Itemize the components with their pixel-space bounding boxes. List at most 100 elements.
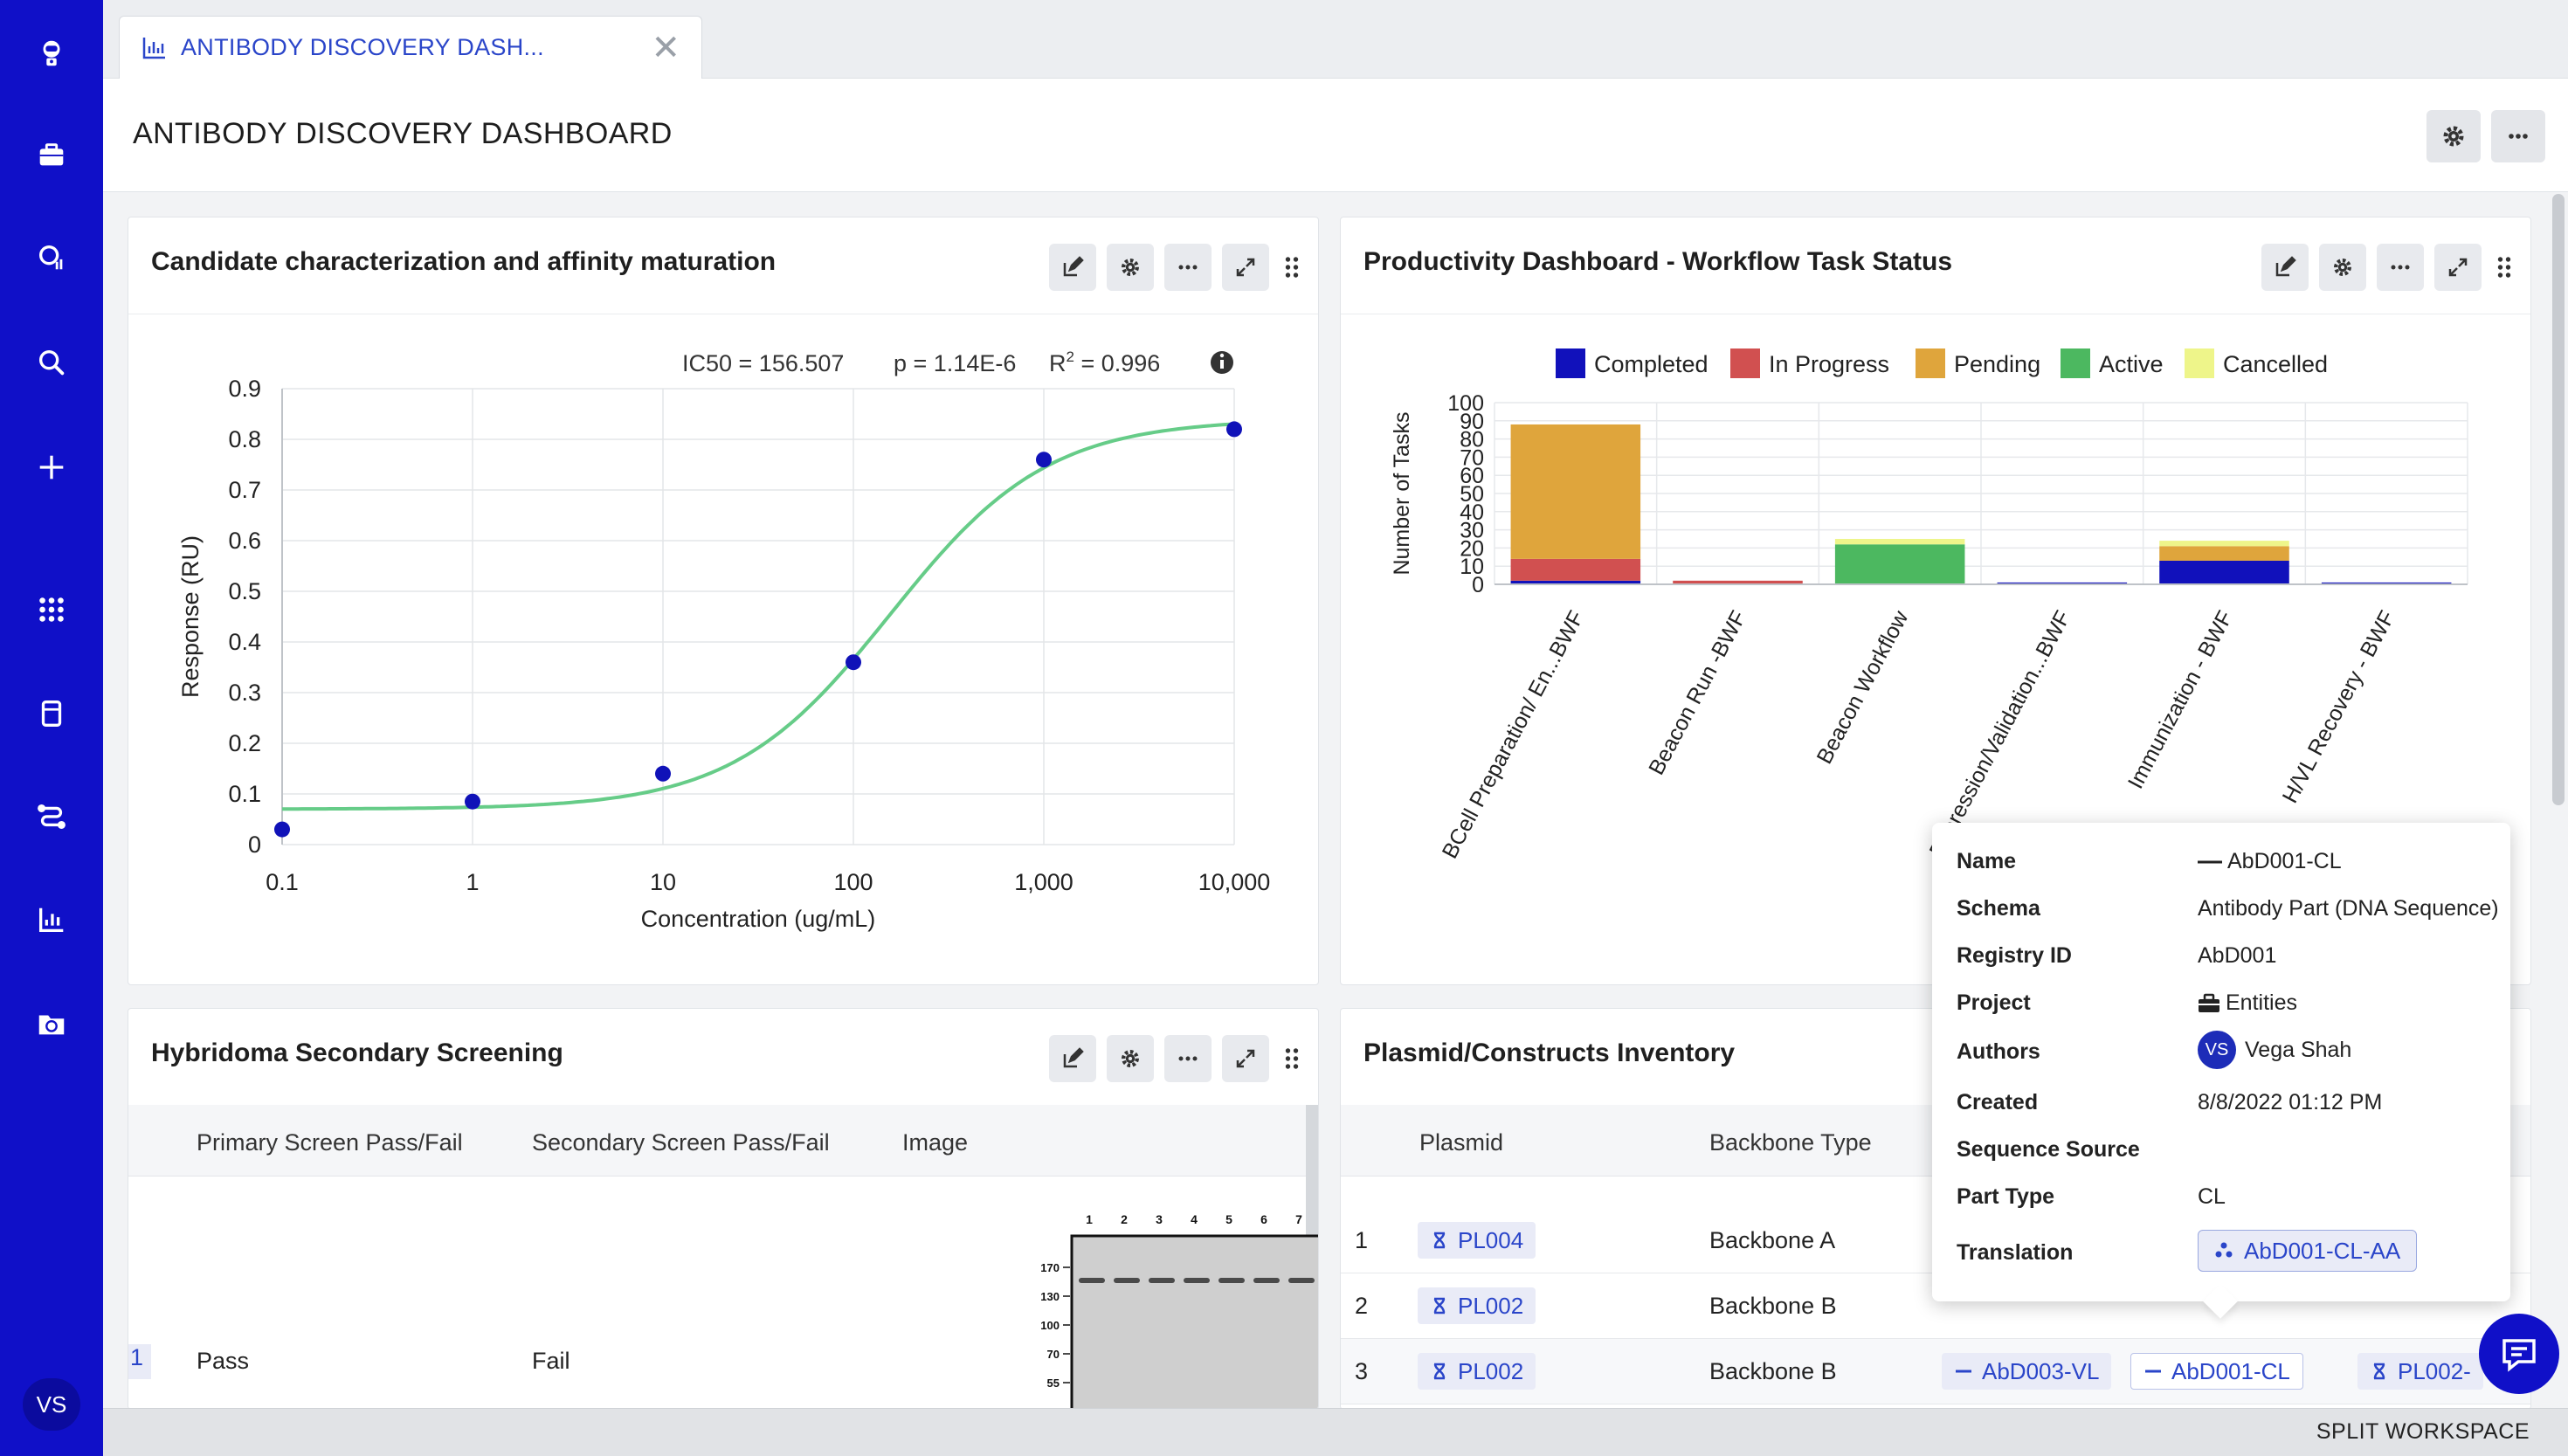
drag-handle-icon[interactable] xyxy=(1281,1045,1302,1072)
popover-row-created: Created 8/8/2022 01:12 PM xyxy=(1957,1090,2383,1114)
y-axis-label: Number of Tasks xyxy=(1390,411,1414,575)
legend-item[interactable]: Pending xyxy=(1916,348,2040,378)
user-avatar[interactable]: VS xyxy=(23,1378,80,1431)
tab-antibody-dashboard[interactable]: ANTIBODY DISCOVERY DASH... ✕ xyxy=(119,16,702,79)
legend-item[interactable]: Completed xyxy=(1556,348,1709,378)
column-plasmid[interactable]: Plasmid xyxy=(1419,1129,1504,1156)
popover-row-project: Project Entities xyxy=(1957,990,2297,1015)
legend-label: In Progress xyxy=(1769,351,1889,377)
part-chip[interactable]: AbD003-VL xyxy=(1942,1353,2112,1390)
search-analytics-icon[interactable] xyxy=(25,231,78,284)
gel-band xyxy=(1253,1278,1280,1283)
bar-segment[interactable] xyxy=(1997,582,2128,584)
data-point[interactable] xyxy=(274,821,290,838)
y-tick-label: 0 xyxy=(248,832,261,858)
settings-button[interactable] xyxy=(2319,244,2366,291)
data-point[interactable] xyxy=(1036,452,1052,468)
bar-segment[interactable] xyxy=(1673,580,1803,584)
column-primary-screen[interactable]: Primary Screen Pass/Fail xyxy=(197,1129,463,1156)
gear-icon xyxy=(1122,1050,1139,1067)
bar-segment[interactable] xyxy=(1510,424,1641,559)
edit-button[interactable] xyxy=(2261,244,2309,291)
popover-row-part-type: Part Type CL xyxy=(1957,1184,2226,1209)
y-tick-label: 40 xyxy=(1460,500,1484,525)
translation-chip[interactable]: AbD001-CL-AA xyxy=(2198,1230,2418,1272)
expand-button[interactable] xyxy=(2434,244,2482,291)
apps-grid-icon[interactable] xyxy=(25,583,78,636)
amino-acid-icon xyxy=(2215,1242,2233,1258)
data-point[interactable] xyxy=(846,654,861,671)
column-secondary-screen[interactable]: Secondary Screen Pass/Fail xyxy=(532,1129,830,1156)
tab-close-icon[interactable]: ✕ xyxy=(651,28,680,67)
plasmid-chip[interactable]: PL002 xyxy=(1418,1287,1536,1324)
info-icon[interactable] xyxy=(1211,351,1233,374)
table-row[interactable]: 1 PL004 Backbone A xyxy=(1341,1208,2530,1273)
bar-segment[interactable] xyxy=(2159,560,2289,584)
x-tick-label: BCell Preparation/ En...BWF xyxy=(1438,607,1589,863)
more-button[interactable] xyxy=(2377,244,2424,291)
plus-icon[interactable] xyxy=(25,441,78,493)
data-point[interactable] xyxy=(465,793,480,810)
bar-segment[interactable] xyxy=(1510,558,1641,581)
data-point[interactable] xyxy=(1226,421,1242,438)
x-tick-label: Immunization - BWF xyxy=(2123,607,2238,793)
part-chip[interactable]: AbD001-CL xyxy=(2130,1353,2303,1390)
more-horizontal-icon xyxy=(2391,265,2410,270)
split-workspace-button[interactable]: SPLIT WORKSPACE xyxy=(2316,1419,2530,1444)
dashboard-more-button[interactable] xyxy=(2491,110,2545,162)
expand-button[interactable] xyxy=(1222,1035,1269,1082)
backbone-type-value: Backbone B xyxy=(1709,1358,1837,1384)
bar-segment[interactable] xyxy=(1834,544,1965,584)
workflow-icon[interactable] xyxy=(25,790,78,842)
insights-chart-icon[interactable] xyxy=(25,894,78,946)
column-backbone-type[interactable]: Backbone Type xyxy=(1709,1129,1872,1156)
legend-item[interactable]: In Progress xyxy=(1730,348,1889,378)
legend-item[interactable]: Cancelled xyxy=(2185,348,2328,378)
row-index: 1 xyxy=(1355,1227,1369,1253)
data-point[interactable] xyxy=(655,765,671,782)
settings-button[interactable] xyxy=(1107,244,1154,291)
settings-button[interactable] xyxy=(1107,1035,1154,1082)
edit-button[interactable] xyxy=(1049,1035,1096,1082)
x-tick-label: 1 xyxy=(466,869,479,895)
bar-segment[interactable] xyxy=(1510,580,1641,584)
page-scrollbar[interactable] xyxy=(2552,194,2565,805)
plasmid-chip[interactable]: PL004 xyxy=(1418,1222,1536,1259)
left-nav: VS xyxy=(0,0,103,1456)
stat-ic50: IC50 = 156.507 xyxy=(682,350,844,376)
plasmid-chip[interactable]: PL002- xyxy=(2357,1353,2483,1390)
row-index: 3 xyxy=(1355,1358,1369,1384)
bar-segment[interactable] xyxy=(2159,546,2289,561)
legend-swatch xyxy=(2185,348,2214,378)
chat-button[interactable] xyxy=(2479,1314,2559,1394)
x-tick-label: 0.1 xyxy=(266,869,299,895)
more-button[interactable] xyxy=(1164,1035,1212,1082)
popover-row-registry-id: Registry ID AbD001 xyxy=(1957,943,2277,968)
dashboard-settings-button[interactable] xyxy=(2426,110,2481,162)
gel-image[interactable]: 12345678170130100705540 xyxy=(915,1203,1319,1410)
notebook-icon[interactable] xyxy=(25,687,78,740)
bar-segment[interactable] xyxy=(2321,582,2452,584)
gel-background xyxy=(1070,1234,1318,1409)
folder-sync-icon[interactable] xyxy=(25,997,78,1050)
edit-button[interactable] xyxy=(1049,244,1096,291)
legend-label: Cancelled xyxy=(2223,351,2328,377)
y-tick-label: 80 xyxy=(1460,428,1484,452)
table-row[interactable]: 2 PL002 Backbone B xyxy=(1341,1273,2530,1339)
more-button[interactable] xyxy=(1164,244,1212,291)
astronaut-logo-icon[interactable] xyxy=(25,26,78,79)
gel-lane-label: 7 xyxy=(1295,1212,1302,1226)
fit-curve xyxy=(282,422,1235,811)
column-image[interactable]: Image xyxy=(902,1129,969,1156)
row-index: 1 xyxy=(128,1344,151,1379)
legend-item[interactable]: Active xyxy=(2061,348,2164,378)
briefcase-icon[interactable] xyxy=(25,129,78,182)
drag-handle-icon[interactable] xyxy=(1281,254,1302,280)
table-row[interactable]: 3 PL002 Backbone B AbD003-VL AbD001-CL PL002- xyxy=(1341,1339,2530,1404)
bar-segment[interactable] xyxy=(1834,539,1965,545)
drag-handle-icon[interactable] xyxy=(2494,254,2515,280)
plasmid-chip[interactable]: PL002 xyxy=(1418,1353,1536,1390)
expand-button[interactable] xyxy=(1222,244,1269,291)
bar-segment[interactable] xyxy=(2159,541,2289,547)
search-icon[interactable] xyxy=(25,336,78,389)
